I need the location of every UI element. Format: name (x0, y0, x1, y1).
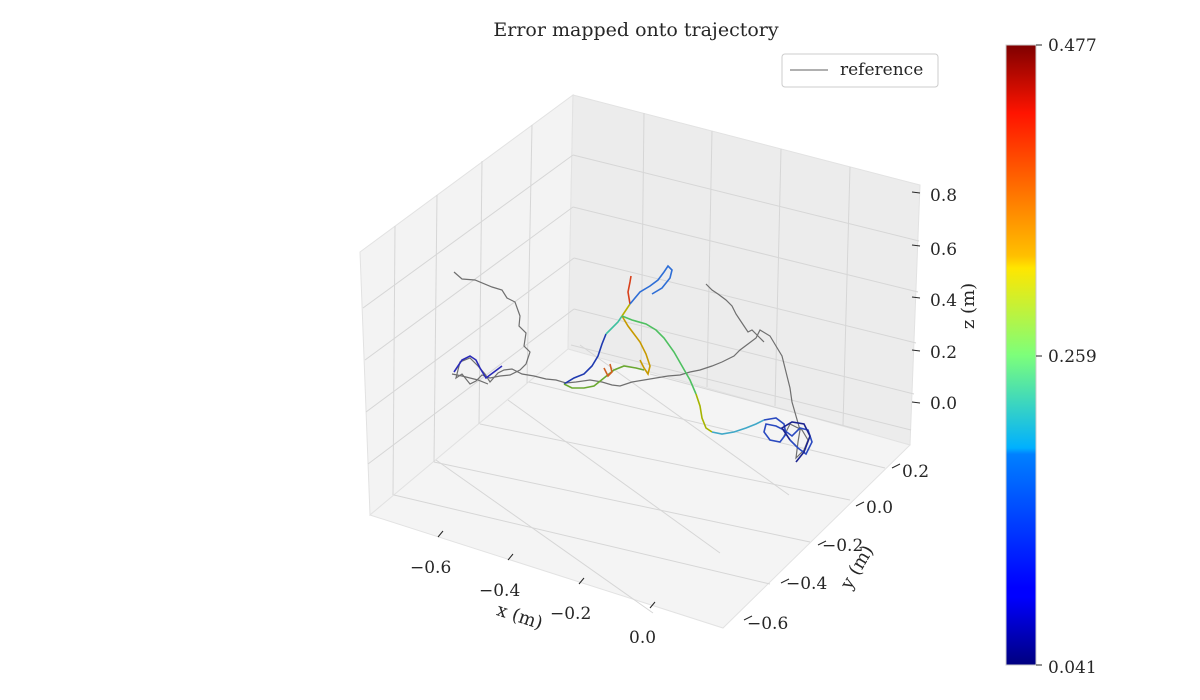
z-tick-labels: 0.8 0.6 0.4 0.2 0.0 (930, 186, 957, 414)
z-tick-mark (911, 244, 921, 247)
z-tick-label: 0.8 (930, 186, 957, 206)
trajectory-segment (629, 264, 673, 305)
grid-line (573, 308, 915, 395)
y-tick-label: −0.6 (747, 614, 788, 634)
reference-line (705, 283, 765, 343)
trajectory-segment (711, 419, 765, 435)
grid-line (649, 373, 861, 431)
grid-line (570, 344, 912, 431)
colorbar: 0.477 0.259 0.041 (1005, 36, 1097, 678)
y-tick-labels: 0.2 0.0 −0.2 −0.4 −0.6 (747, 462, 929, 634)
trajectory-segment (780, 421, 811, 463)
trajectory-segment (621, 303, 631, 317)
x-tick-label: −0.4 (479, 581, 520, 601)
grid-line (572, 206, 919, 293)
trajectory-segment (603, 363, 613, 378)
grid-line (526, 124, 533, 384)
grid-line (435, 459, 654, 614)
x-tick-labels: −0.6 −0.4 −0.2 0.0 (410, 558, 656, 648)
y-tick-label: 0.2 (902, 462, 929, 482)
z-axis-label: z (m) (958, 283, 979, 329)
grid-line (393, 494, 771, 585)
trajectory-segment (763, 417, 813, 456)
grid-line (362, 154, 574, 309)
y-tick-mark (855, 501, 865, 507)
grid-line (507, 399, 721, 554)
x-tick-mark (649, 601, 656, 609)
grid-line (364, 206, 574, 361)
colorbar-gradient (1005, 44, 1037, 666)
z-tick-mark (911, 296, 921, 299)
grid-line (433, 194, 438, 463)
grid-line (479, 423, 851, 501)
x-tick-label: −0.2 (550, 604, 591, 624)
colorbar-mid-label: 0.259 (1048, 347, 1097, 367)
grid-line (774, 148, 782, 407)
y-tick-mark (743, 615, 753, 621)
grid-line (367, 308, 575, 465)
x-axis-label: x (m) (494, 600, 545, 634)
z-tick-label: 0.0 (930, 394, 957, 414)
y-tick-mark (891, 463, 901, 469)
x-tick-mark (437, 530, 444, 538)
trajectory-segment (621, 315, 697, 395)
x-tick-label: 0.0 (629, 628, 656, 648)
trajectory-segment (563, 333, 607, 385)
z-tick-label: 0.6 (930, 240, 957, 260)
z-tick-label: 0.4 (930, 291, 957, 311)
grid-line (572, 154, 920, 242)
y-tick-label: 0.0 (866, 498, 893, 518)
reference-line (451, 373, 489, 385)
grid-line (528, 381, 886, 469)
axis-ticks (437, 191, 921, 621)
grid-line (433, 461, 811, 543)
x-tick-mark (507, 553, 514, 561)
trajectory-segment (453, 355, 503, 380)
z-tick-mark (911, 401, 921, 404)
grid-lines (362, 112, 920, 614)
grid-line (392, 225, 396, 496)
grid-line (573, 257, 917, 344)
legend: reference (781, 53, 939, 88)
trajectory-segment (627, 275, 632, 305)
legend-label-reference: reference (840, 60, 923, 80)
trajectory-segment (605, 315, 623, 335)
trajectory-segment (695, 393, 713, 433)
grid-line (706, 130, 713, 388)
y-tick-mark (780, 578, 790, 584)
x-tick-mark (578, 577, 585, 585)
z-tick-mark (911, 191, 921, 194)
estimated-trajectory (453, 264, 813, 463)
z-tick-mark (911, 349, 921, 352)
z-tick-label: 0.2 (930, 343, 957, 363)
y-tick-label: −0.2 (822, 536, 863, 556)
trajectory-segment (563, 365, 645, 389)
grid-line (842, 166, 851, 426)
legend-box (781, 53, 939, 88)
y-tick-label: −0.4 (786, 574, 827, 594)
colorbar-min-label: 0.041 (1048, 658, 1097, 678)
colorbar-max-label: 0.477 (1048, 36, 1097, 56)
trajectory-segment (621, 315, 651, 376)
grid-line (365, 257, 575, 413)
chart-title: Error mapped onto trajectory (493, 19, 778, 41)
x-tick-label: −0.6 (410, 558, 451, 578)
y-tick-mark (817, 540, 827, 546)
